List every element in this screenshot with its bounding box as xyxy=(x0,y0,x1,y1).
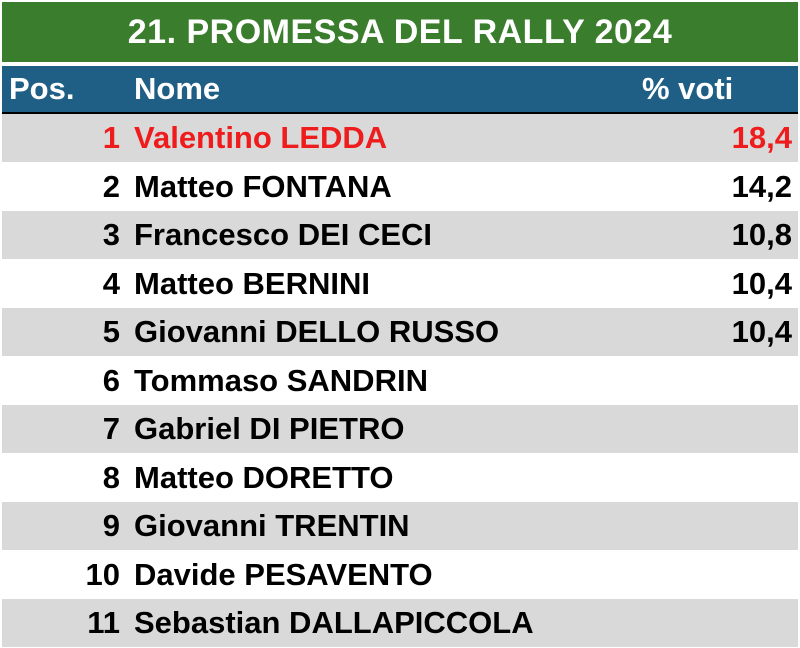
row-name: Matteo BERNINI xyxy=(134,265,370,301)
row-name: Giovanni TRENTIN xyxy=(134,508,410,543)
row-votes: 10,8 xyxy=(731,217,792,252)
row-votes: 10,4 xyxy=(731,265,792,301)
row-name: Francesco DEI CECI xyxy=(134,217,433,252)
row-votes: 10,4 xyxy=(731,314,792,349)
row-votes: 18,4 xyxy=(731,120,792,155)
row-pos: 10 xyxy=(85,556,120,592)
table-row: 6 Tommaso SANDRIN xyxy=(2,357,798,405)
table-row: 5 Giovanni DELLO RUSSO 10,4 xyxy=(2,308,798,357)
header-pos: Pos. xyxy=(9,71,75,106)
table-body: 1 Valentino LEDDA 18,4 2 Matteo FONTANA … xyxy=(2,114,798,648)
table-row: 3 Francesco DEI CECI 10,8 xyxy=(2,211,798,260)
row-pos: 9 xyxy=(102,508,120,543)
row-pos: 4 xyxy=(102,265,120,301)
header-votes: % voti xyxy=(642,71,734,106)
table-row: 9 Giovanni TRENTIN xyxy=(2,502,798,551)
row-pos: 11 xyxy=(87,605,120,640)
table-row: 11 Sebastian DALLAPICCOLA xyxy=(2,599,798,648)
row-name: Matteo FONTANA xyxy=(134,168,392,204)
row-name: Matteo DORETTO xyxy=(134,459,394,495)
table-title: 21. PROMESSA DEL RALLY 2024 xyxy=(2,2,798,62)
row-pos: 6 xyxy=(102,362,120,398)
row-pos: 2 xyxy=(102,168,120,204)
table-row: 4 Matteo BERNINI 10,4 xyxy=(2,260,798,308)
row-pos: 3 xyxy=(102,217,120,252)
table-row: 7 Gabriel DI PIETRO xyxy=(2,405,798,454)
table-row: 8 Matteo DORETTO xyxy=(2,454,798,502)
row-pos: 5 xyxy=(102,314,120,349)
table-row: 1 Valentino LEDDA 18,4 xyxy=(2,114,798,163)
table-header: Pos. Nome % voti xyxy=(2,66,798,114)
row-name: Giovanni DELLO RUSSO xyxy=(134,314,500,349)
row-name: Sebastian DALLAPICCOLA xyxy=(134,605,534,640)
table-row: 2 Matteo FONTANA 14,2 xyxy=(2,163,798,211)
row-pos: 1 xyxy=(102,120,120,155)
row-name: Tommaso SANDRIN xyxy=(134,362,428,398)
row-name: Davide PESAVENTO xyxy=(134,556,433,592)
row-name: Valentino LEDDA xyxy=(134,120,388,155)
row-pos: 8 xyxy=(102,459,120,495)
row-votes: 14,2 xyxy=(731,168,792,204)
table-row: 10 Davide PESAVENTO xyxy=(2,551,798,599)
header-name: Nome xyxy=(134,71,221,106)
row-pos: 7 xyxy=(102,411,120,446)
row-name: Gabriel DI PIETRO xyxy=(134,411,405,446)
